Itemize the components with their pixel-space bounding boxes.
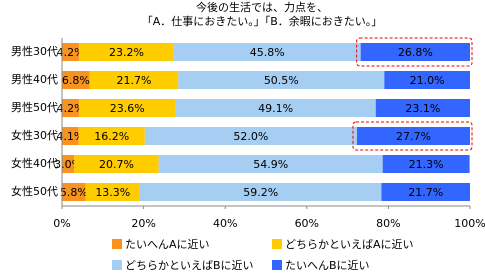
highlight-box: [356, 37, 473, 67]
bar-segment: [74, 155, 159, 173]
legend-swatch: [112, 239, 122, 249]
y-tick-label: 女性50代: [11, 184, 58, 198]
y-tick-label: 女性30代: [11, 128, 58, 142]
bar-segment: [62, 43, 80, 61]
legend-label: たいへんAに近い: [125, 238, 210, 251]
value-label: 54.9%: [253, 158, 288, 171]
legend-swatch: [112, 260, 122, 270]
bar-segment: [79, 43, 174, 61]
bar-segment: [173, 43, 361, 61]
bar-segment: [144, 127, 357, 145]
value-label: 23.6%: [110, 102, 145, 115]
value-label: 59.2%: [243, 186, 278, 199]
value-label: 4.2%: [57, 102, 85, 115]
bar-segment: [381, 183, 470, 201]
bar-segment: [384, 71, 470, 89]
x-tick-label: 60%: [295, 217, 319, 230]
value-label: 23.2%: [109, 46, 144, 59]
value-label: 4.2%: [57, 46, 85, 59]
value-label: 21.7%: [408, 186, 443, 199]
bar-segment: [375, 99, 470, 117]
bar-segment: [89, 71, 179, 89]
value-label: 49.1%: [258, 102, 293, 115]
value-label: 16.2%: [94, 130, 129, 143]
value-label: 5.8%: [60, 186, 88, 199]
bar-segment: [62, 127, 79, 145]
legend-swatch: [272, 239, 282, 249]
legend-label: どちらかといえばAに近い: [285, 238, 414, 251]
chart-title: 「A．仕事におきたい。」「B．余暇におきたい。」: [142, 14, 383, 28]
bar-segment: [356, 127, 470, 145]
x-tick-label: 20%: [131, 217, 155, 230]
x-tick-label: 80%: [376, 217, 400, 230]
value-label: 52.0%: [233, 130, 268, 143]
value-label: 21.3%: [409, 158, 444, 171]
bar-segment: [62, 155, 75, 173]
value-label: 23.1%: [405, 102, 440, 115]
legend-label: どちらかといえばBに近い: [125, 259, 254, 272]
value-label: 20.7%: [99, 158, 134, 171]
x-tick-label: 0%: [53, 217, 70, 230]
value-label: 45.8%: [250, 46, 285, 59]
bar-segment: [62, 99, 80, 117]
highlight-box: [352, 121, 473, 151]
y-tick-label: 男性40代: [11, 72, 58, 86]
bar-segment: [382, 155, 470, 173]
y-tick-label: 男性50代: [11, 100, 58, 114]
bar-segment: [360, 43, 470, 61]
value-label: 6.8%: [62, 74, 90, 87]
bar-segment: [158, 155, 383, 173]
y-tick-label: 男性30代: [11, 44, 58, 58]
x-tick-label: 100%: [454, 217, 485, 230]
y-tick-label: 女性40代: [11, 156, 58, 170]
value-label: 50.5%: [264, 74, 299, 87]
x-tick-label: 40%: [213, 217, 237, 230]
value-label: 13.3%: [95, 186, 130, 199]
value-label: 21.0%: [410, 74, 445, 87]
bar-segment: [175, 99, 376, 117]
bar-segment: [139, 183, 382, 201]
value-label: 4.1%: [56, 130, 84, 143]
value-label: 26.8%: [398, 46, 433, 59]
bar-segment: [78, 127, 145, 145]
bar-segment: [79, 99, 176, 117]
value-label: 27.7%: [396, 130, 431, 143]
chart-title: 今後の生活では、力点を、: [196, 0, 328, 14]
bar-segment: [62, 71, 90, 89]
legend-swatch: [272, 260, 282, 270]
bar-segment: [85, 183, 140, 201]
bar-segment: [62, 183, 86, 201]
value-label: 21.7%: [117, 74, 152, 87]
bar-segment: [178, 71, 385, 89]
legend-label: たいへんBに近い: [285, 259, 370, 272]
